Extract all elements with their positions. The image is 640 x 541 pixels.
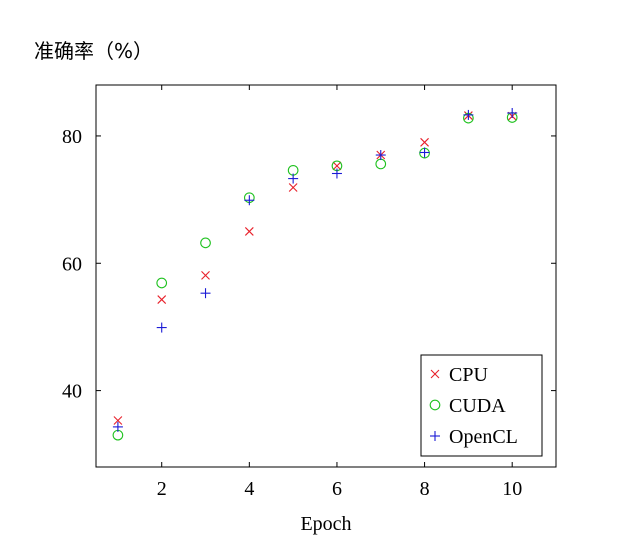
- y-tick-label: 60: [62, 253, 82, 275]
- legend-marker-opencl: [430, 431, 440, 441]
- x-tick-label: 8: [420, 478, 430, 500]
- legend-label-cpu: CPU: [449, 364, 488, 386]
- data-point-cpu-stroke: [244, 227, 254, 236]
- data-point-opencl: [331, 168, 342, 179]
- data-point-cpu: [157, 295, 167, 304]
- data-point-opencl: [419, 147, 430, 158]
- data-point-cpu-stroke: [157, 295, 167, 304]
- data-point-opencl: [463, 109, 474, 120]
- x-tick-label: 6: [332, 478, 342, 500]
- data-points: [112, 108, 518, 441]
- data-point-cpu-stroke: [288, 183, 298, 192]
- data-point-opencl: [507, 108, 518, 119]
- x-tick-label: 10: [502, 478, 522, 500]
- data-point-opencl: [244, 195, 255, 206]
- data-point-cpu-stroke: [113, 416, 123, 425]
- axis-ticks: [96, 85, 556, 467]
- data-point-cpu: [113, 416, 123, 425]
- data-point-cuda: [156, 277, 168, 289]
- legend-label-opencl: OpenCL: [449, 426, 518, 448]
- legend-label-cuda: CUDA: [449, 395, 506, 417]
- data-point-cpu: [288, 183, 298, 192]
- data-point-cpu: [332, 161, 342, 171]
- legend: CPU CUDA OpenCL: [420, 354, 543, 457]
- legend-marker-cpu: [430, 369, 440, 379]
- data-point-opencl: [288, 173, 299, 184]
- data-point-cuda: [375, 158, 387, 170]
- plot-area-frame: [95, 84, 557, 468]
- x-axis-label: Epoch: [300, 513, 351, 535]
- y-axis-label: 准确率（%）: [34, 39, 153, 63]
- data-point-cpu: [420, 137, 429, 147]
- y-tick-label: 40: [62, 381, 82, 403]
- y-tick-label: 80: [62, 126, 82, 148]
- legend-marker-cpu-stroke: [430, 369, 440, 379]
- data-point-opencl: [200, 288, 211, 299]
- data-point-opencl: [156, 322, 167, 333]
- data-point-opencl: [375, 150, 386, 161]
- data-point-cpu: [201, 270, 210, 280]
- data-point-cpu-stroke: [332, 161, 342, 171]
- data-point-cpu-stroke: [420, 137, 429, 147]
- data-point-cpu: [244, 227, 254, 236]
- x-tick-label: 2: [157, 478, 167, 500]
- data-point-opencl: [112, 421, 123, 432]
- legend-box: [420, 354, 543, 457]
- axis-tick-labels: 2 4 6 8 10 40 60 80: [62, 126, 522, 500]
- x-tick-label: 4: [244, 478, 254, 500]
- data-point-cpu-stroke: [201, 270, 210, 280]
- data-point-cuda: [200, 237, 211, 249]
- legend-marker-cuda: [429, 399, 441, 411]
